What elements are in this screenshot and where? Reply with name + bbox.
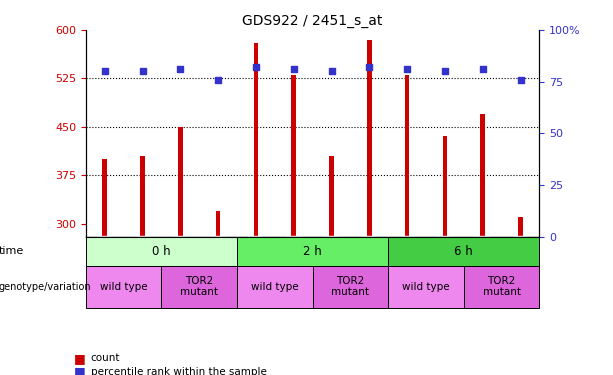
Point bbox=[100, 68, 110, 74]
Bar bbox=[405, 75, 409, 237]
Point bbox=[251, 64, 261, 70]
Bar bbox=[291, 75, 296, 237]
Bar bbox=[464, 266, 539, 308]
Text: TOR2
mutant: TOR2 mutant bbox=[482, 276, 520, 297]
Text: genotype/variation: genotype/variation bbox=[0, 282, 91, 291]
Bar bbox=[367, 40, 371, 237]
Point bbox=[478, 66, 488, 72]
Bar bbox=[161, 266, 237, 308]
Bar bbox=[388, 266, 464, 308]
Text: ■: ■ bbox=[74, 365, 85, 375]
Bar bbox=[388, 237, 539, 266]
Text: 0 h: 0 h bbox=[152, 244, 171, 258]
Text: GSM31658: GSM31658 bbox=[440, 238, 450, 291]
Bar bbox=[140, 156, 145, 237]
Text: GSM31654: GSM31654 bbox=[137, 238, 148, 291]
Bar bbox=[237, 237, 388, 266]
Text: count: count bbox=[91, 353, 120, 363]
Point bbox=[402, 66, 412, 72]
Text: wild type: wild type bbox=[402, 282, 450, 291]
Text: GSM31657: GSM31657 bbox=[402, 238, 412, 291]
Point bbox=[137, 68, 148, 74]
Text: GSM31653: GSM31653 bbox=[100, 238, 110, 291]
Text: 2 h: 2 h bbox=[303, 244, 322, 258]
Text: GSM31662: GSM31662 bbox=[364, 238, 375, 291]
Point bbox=[327, 68, 337, 74]
Bar bbox=[518, 217, 523, 237]
Point bbox=[516, 76, 525, 82]
Text: GSM31655: GSM31655 bbox=[251, 238, 261, 291]
Point bbox=[175, 66, 185, 72]
Text: percentile rank within the sample: percentile rank within the sample bbox=[91, 367, 267, 375]
Text: GSM31656: GSM31656 bbox=[289, 238, 299, 291]
Title: GDS922 / 2451_s_at: GDS922 / 2451_s_at bbox=[243, 13, 383, 28]
Text: GSM31660: GSM31660 bbox=[213, 238, 223, 291]
Text: wild type: wild type bbox=[100, 282, 148, 291]
Text: ■: ■ bbox=[74, 352, 85, 364]
Text: wild type: wild type bbox=[251, 282, 299, 291]
Text: time: time bbox=[0, 246, 24, 256]
Bar bbox=[178, 127, 183, 237]
Text: GSM31659: GSM31659 bbox=[175, 238, 185, 291]
Text: GSM31661: GSM31661 bbox=[327, 238, 337, 291]
Bar bbox=[86, 266, 161, 308]
Point bbox=[364, 64, 374, 70]
Bar bbox=[329, 156, 334, 237]
Text: TOR2
mutant: TOR2 mutant bbox=[180, 276, 218, 297]
Point bbox=[213, 76, 223, 82]
Bar bbox=[102, 159, 107, 237]
Bar bbox=[86, 237, 237, 266]
Bar bbox=[237, 266, 313, 308]
Bar bbox=[216, 211, 221, 237]
Point bbox=[440, 68, 450, 74]
Bar bbox=[254, 43, 258, 237]
Text: GSM31664: GSM31664 bbox=[516, 238, 525, 291]
Bar bbox=[481, 114, 485, 237]
Text: 6 h: 6 h bbox=[454, 244, 473, 258]
Bar bbox=[313, 266, 388, 308]
Text: TOR2
mutant: TOR2 mutant bbox=[332, 276, 370, 297]
Bar bbox=[443, 136, 447, 237]
Text: GSM31663: GSM31663 bbox=[478, 238, 488, 291]
Point bbox=[289, 66, 299, 72]
